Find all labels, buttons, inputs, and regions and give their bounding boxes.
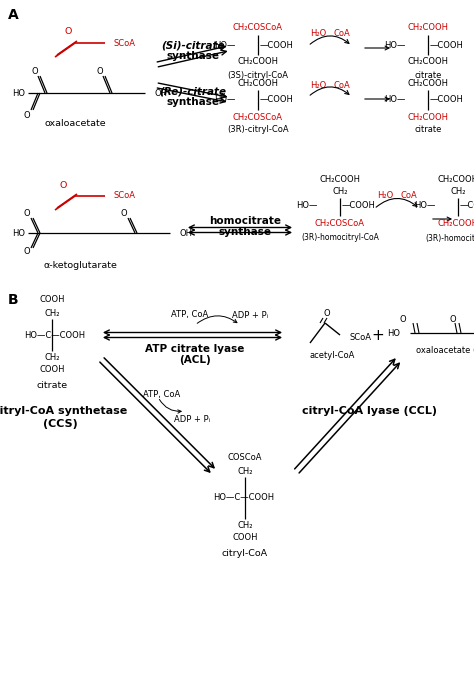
Text: —COOH: —COOH [342,202,376,211]
Text: HO—: HO— [384,40,406,49]
Text: +: + [372,328,384,342]
Text: CH₂COOH: CH₂COOH [319,175,361,184]
Text: CH₂: CH₂ [237,520,253,529]
Text: (Si)-citrate: (Si)-citrate [161,40,225,50]
Text: —COOH: —COOH [430,96,464,105]
Text: HO—: HO— [215,96,236,105]
Text: —COOH: —COOH [460,202,474,211]
Text: O: O [400,315,406,324]
Text: CH₂COOH: CH₂COOH [438,175,474,184]
Text: O: O [324,308,330,317]
Text: HO—: HO— [297,202,318,211]
Text: CH₂COSCoA: CH₂COSCoA [233,112,283,121]
Text: CH₂COOH: CH₂COOH [237,58,279,67]
Text: CH₂: CH₂ [237,466,253,475]
Text: HO—C—COOH: HO—C—COOH [213,493,274,502]
Text: OH: OH [180,229,193,238]
Text: COSCoA: COSCoA [228,453,262,462]
Text: HO—C—COOH: HO—C—COOH [24,331,85,340]
Text: synthase: synthase [166,51,219,61]
Text: citrate: citrate [414,125,442,134]
Text: A: A [8,8,19,22]
Text: (3R)-homocitryl-CoA: (3R)-homocitryl-CoA [301,234,379,243]
Text: O: O [24,209,30,218]
Text: —COOH: —COOH [260,40,294,49]
Text: ATP, CoA: ATP, CoA [143,390,181,399]
Text: O: O [121,209,128,218]
Text: CH₂COOH: CH₂COOH [408,78,448,87]
Text: H₂O: H₂O [377,191,393,200]
Text: CH₂COOH: CH₂COOH [438,218,474,227]
Text: CH₂COSCoA: CH₂COSCoA [233,24,283,33]
Text: synthase: synthase [219,227,272,237]
Text: citryl-CoA synthetase: citryl-CoA synthetase [0,406,127,416]
Text: HO: HO [12,229,25,238]
Text: O: O [97,67,103,76]
Text: COOH: COOH [232,534,258,543]
Text: (Re)-citrate: (Re)-citrate [159,86,227,96]
Text: CoA: CoA [401,191,418,200]
Text: (3R)-homocitrate: (3R)-homocitrate [425,234,474,243]
Text: CH₂COOH: CH₂COOH [408,112,448,121]
Text: oxaloacetate: oxaloacetate [44,119,106,128]
Text: ATP citrate lyase: ATP citrate lyase [146,344,245,354]
Text: synthase: synthase [166,97,219,107]
Text: HO: HO [12,89,25,98]
Text: O: O [32,67,38,76]
Text: ADP + Pᵢ: ADP + Pᵢ [232,310,268,319]
Text: ATP, CoA: ATP, CoA [172,310,209,319]
Text: CH₂: CH₂ [44,353,60,362]
Text: citryl-CoA lyase (CCL): citryl-CoA lyase (CCL) [302,406,438,416]
Text: citrate: citrate [414,71,442,80]
Text: α-ketoglutarate: α-ketoglutarate [43,261,117,270]
Text: oxaloacetate (OAA): oxaloacetate (OAA) [416,346,474,356]
Text: HO—: HO— [384,96,406,105]
Text: O: O [24,110,30,119]
Text: CH₂COOH: CH₂COOH [408,24,448,33]
Text: H₂O: H₂O [310,80,326,89]
Text: B: B [8,293,18,307]
Text: (3R)-citryl-CoA: (3R)-citryl-CoA [227,125,289,134]
Text: COOH: COOH [39,365,65,374]
Text: CoA: CoA [334,80,350,89]
Text: ADP + Pᵢ: ADP + Pᵢ [174,414,210,423]
Text: acetyl-CoA: acetyl-CoA [310,351,355,360]
Text: COOH: COOH [39,295,65,304]
Text: O: O [59,180,67,189]
Text: O: O [24,247,30,256]
Text: SCoA: SCoA [114,191,136,200]
Text: homocitrate: homocitrate [209,216,281,226]
Text: SCoA: SCoA [114,39,136,48]
Text: CH₂: CH₂ [332,188,348,197]
Text: O: O [64,26,72,35]
Text: CH₂COSCoA: CH₂COSCoA [315,218,365,227]
Text: HO—: HO— [415,202,436,211]
Text: HO—: HO— [215,40,236,49]
Text: —COOH: —COOH [430,40,464,49]
Text: SCoA: SCoA [350,333,372,342]
Text: CH₂COOH: CH₂COOH [408,58,448,67]
Text: CH₂COOH: CH₂COOH [237,78,279,87]
Text: (CCS): (CCS) [43,419,77,429]
Text: CH₂: CH₂ [44,308,60,317]
Text: citryl-CoA: citryl-CoA [222,548,268,557]
Text: (ACL): (ACL) [179,355,211,365]
Text: O: O [450,315,456,324]
Text: H₂O: H₂O [310,28,326,37]
Text: —COOH: —COOH [260,96,294,105]
Text: OH: OH [155,89,168,98]
Text: CH₂: CH₂ [450,188,466,197]
Text: citrate: citrate [36,380,68,389]
Text: HO: HO [387,328,400,337]
Text: (3S)-citryl-CoA: (3S)-citryl-CoA [228,71,289,80]
Text: CoA: CoA [334,28,350,37]
